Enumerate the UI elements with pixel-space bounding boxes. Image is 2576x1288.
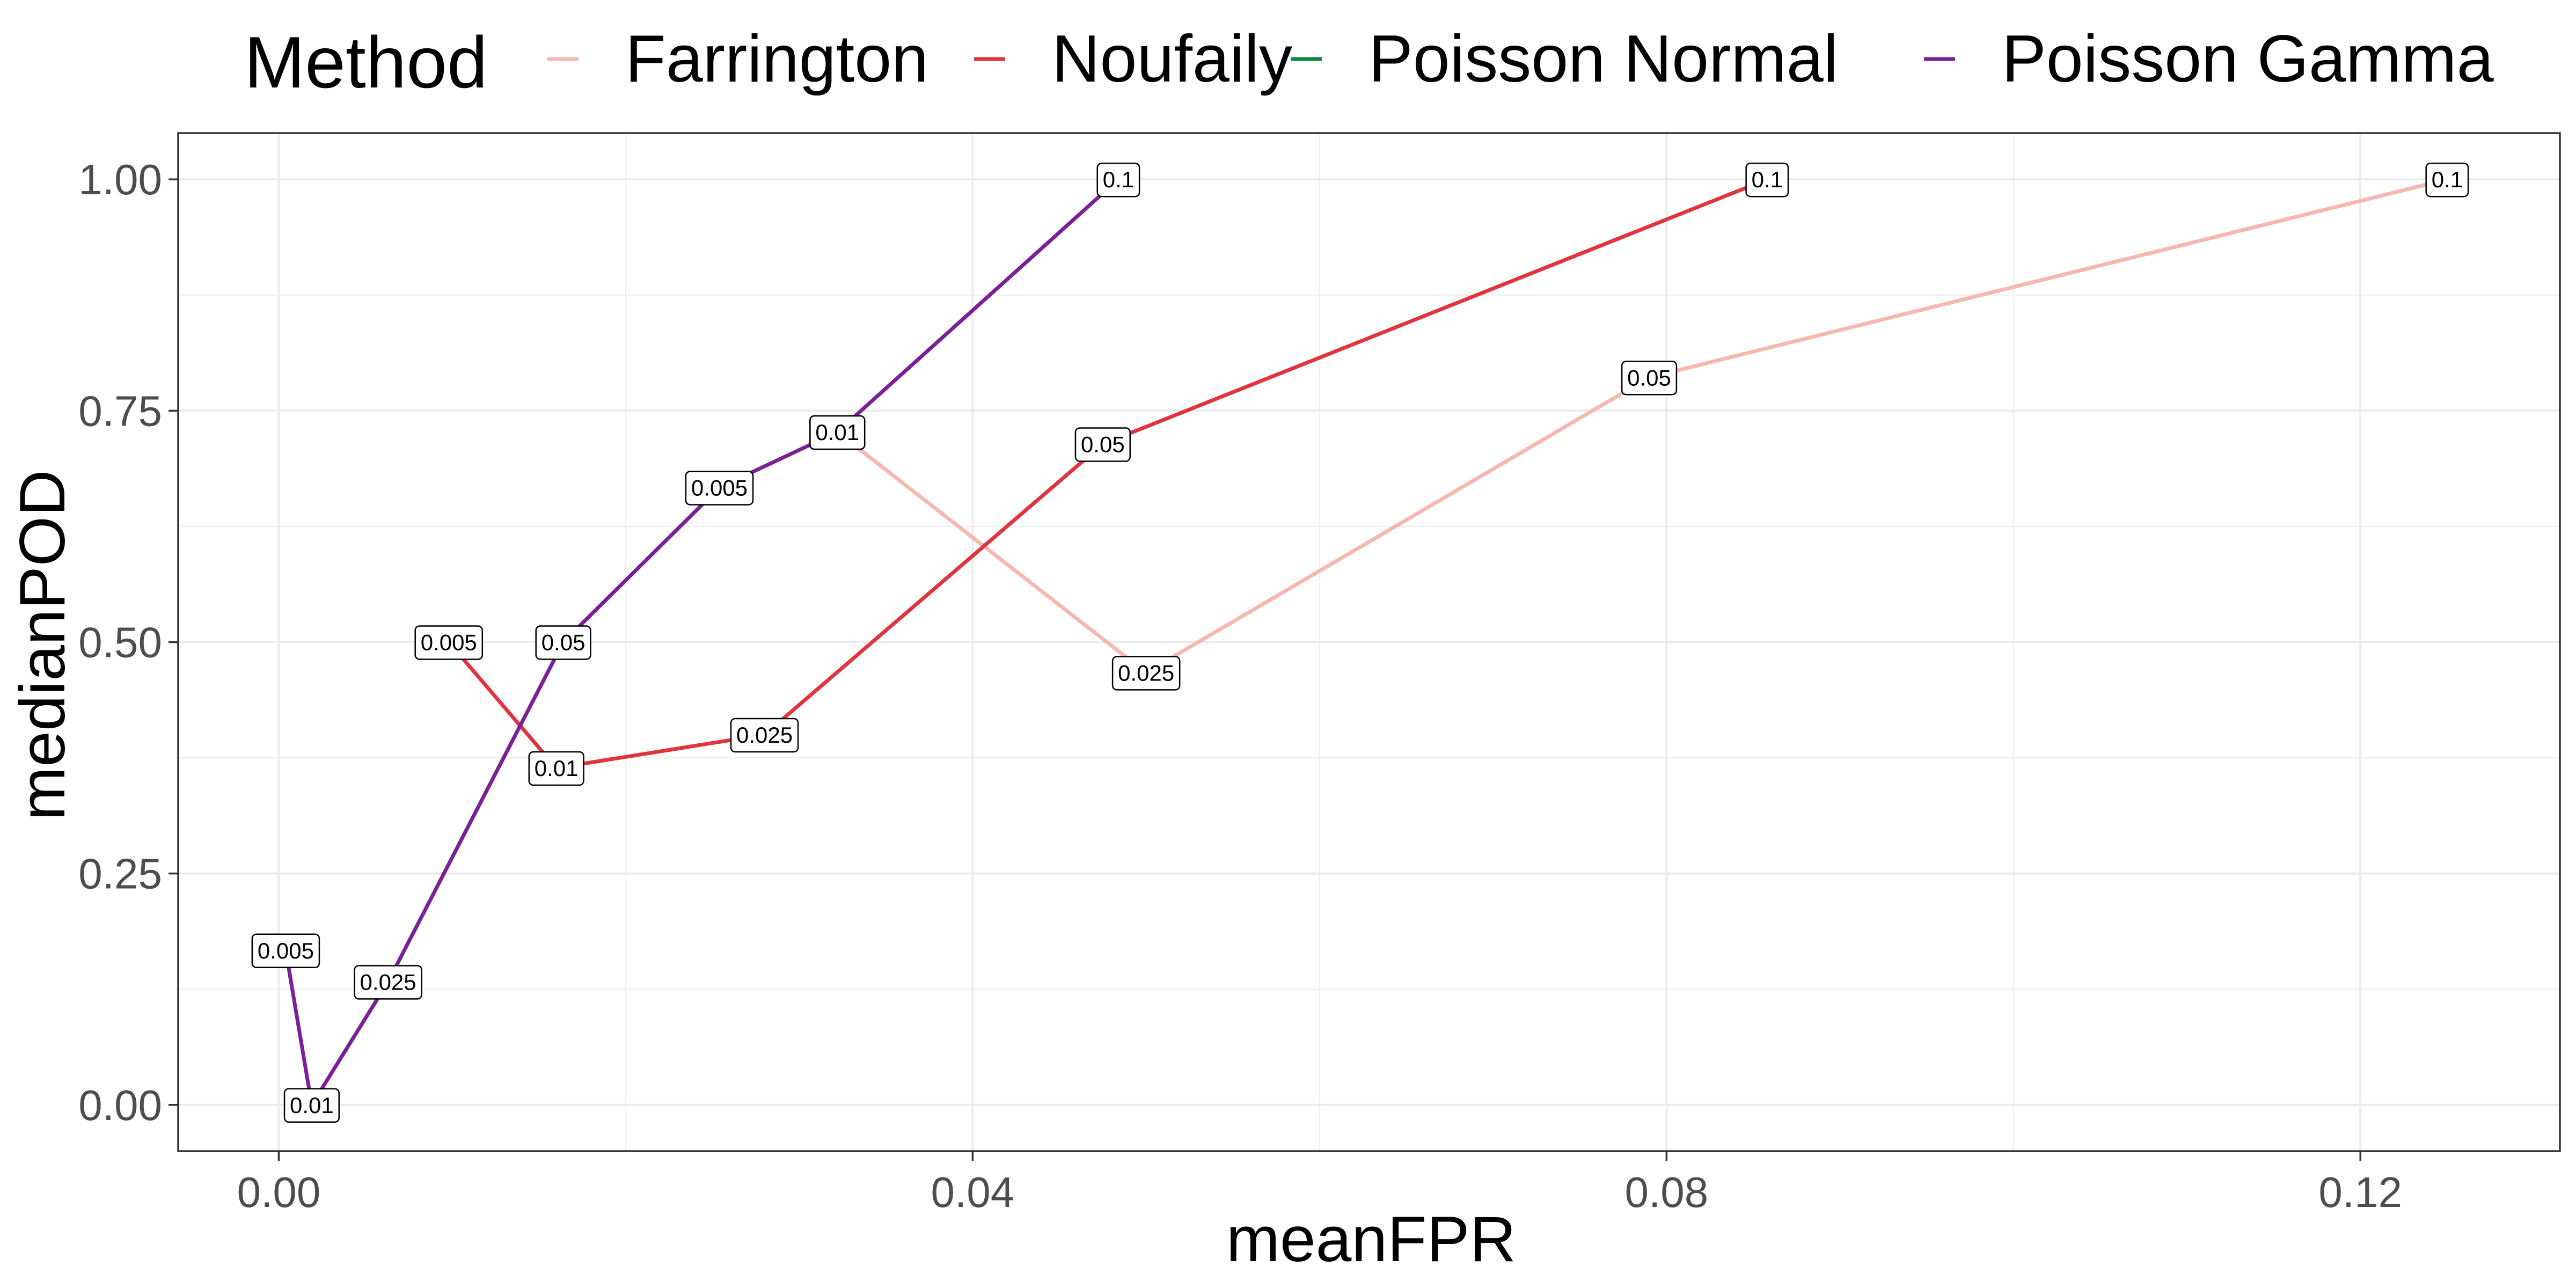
point-label-text: 0.01 — [815, 420, 859, 445]
x-tick-label: 0.12 — [2318, 1168, 2402, 1216]
point-label-text: 0.01 — [290, 1093, 334, 1118]
series-line-farrington — [836, 177, 2448, 675]
legend-title: Method — [244, 21, 488, 103]
plot-panel: 0.01 0.025 0.05 0.1 0.005 0.01 0.025 0.05 0.1 0.0… — [177, 132, 2561, 1152]
point-label: 0.005 — [251, 933, 320, 969]
point-label: 0.1 — [1096, 162, 1140, 197]
point-label-box — [354, 965, 422, 1000]
y-tick-label: 0.50 — [78, 619, 162, 667]
point-label-text: 0.005 — [421, 630, 477, 655]
point-label: 0.05 — [1621, 361, 1678, 396]
legend-entry-label: Farrington — [625, 22, 928, 96]
point-label-box — [1096, 162, 1140, 197]
point-label: 0.05 — [535, 625, 591, 660]
point-label-box — [685, 471, 754, 506]
point-label-box — [809, 415, 866, 450]
x-tick-label: 0.04 — [931, 1168, 1015, 1216]
point-label: 0.01 — [809, 415, 866, 450]
point-label: 0.005 — [685, 471, 754, 506]
x-tick-label: 0.00 — [237, 1168, 321, 1216]
y-axis-title: medianPOD — [6, 470, 78, 821]
point-label: 0.01 — [283, 1088, 340, 1123]
legend: Method Farrington Noufaily Poisson Normal P… — [244, 21, 2494, 103]
point-label: 0.025 — [1111, 656, 1181, 691]
point-label-text: 0.1 — [1103, 167, 1134, 192]
x-axis-title: meanFPR — [1226, 1203, 1516, 1275]
point-label-box — [535, 625, 591, 660]
point-label-box — [251, 933, 320, 969]
point-label: 0.1 — [1745, 162, 1789, 197]
point-label-text: 0.005 — [691, 475, 748, 501]
point-label: 0.025 — [354, 965, 422, 1000]
y-tick-label: 0.00 — [78, 1081, 162, 1129]
point-label-box — [414, 625, 484, 660]
point-label: 0.05 — [1074, 427, 1131, 462]
point-label-box — [283, 1088, 340, 1123]
point-label-box — [1621, 361, 1678, 396]
x-tick-label: 0.08 — [1624, 1168, 1708, 1216]
point-label: 0.1 — [2425, 162, 2469, 197]
point-label-box — [1745, 162, 1789, 197]
point-label: 0.005 — [414, 625, 484, 660]
point-label-text: 0.1 — [2432, 167, 2463, 192]
y-tick-label: 0.25 — [78, 850, 162, 898]
point-label-text: 0.1 — [1752, 167, 1783, 192]
point-label: 0.025 — [730, 718, 799, 753]
y-tick-label: 0.75 — [78, 387, 162, 435]
point-label-text: 0.025 — [736, 722, 793, 748]
point-label: 0.01 — [528, 751, 584, 786]
point-label-box — [528, 751, 584, 786]
legend-entry-label: Poisson Gamma — [2002, 22, 2494, 96]
point-label-box — [730, 718, 799, 753]
point-label-text: 0.01 — [535, 756, 579, 781]
point-label-text: 0.05 — [541, 630, 586, 655]
point-label-box — [1074, 427, 1131, 462]
point-label-text: 0.05 — [1627, 365, 1671, 390]
point-label-text: 0.05 — [1081, 431, 1125, 457]
point-label-box — [1111, 656, 1181, 691]
legend-entry-label: Poisson Normal — [1368, 22, 1838, 96]
y-tick-label: 1.00 — [78, 156, 162, 203]
legend-entry-label: Noufaily — [1052, 22, 1292, 96]
point-label-text: 0.025 — [1118, 660, 1174, 685]
point-label-box — [2425, 162, 2469, 197]
point-label-text: 0.005 — [258, 938, 314, 963]
point-label-text: 0.025 — [360, 969, 416, 994]
